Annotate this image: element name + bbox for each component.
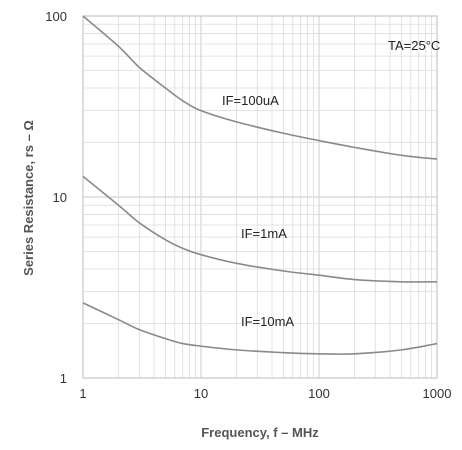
temperature-annotation: TA=25°C (388, 38, 440, 53)
series-label-if-1ma: IF=1mA (241, 226, 287, 241)
x-axis-title: Frequency, f – MHz (201, 425, 319, 440)
series-group (83, 16, 437, 354)
x-tick-label: 10 (194, 386, 208, 401)
series-line-if-100ua (83, 16, 437, 159)
x-tick-label: 1000 (423, 386, 452, 401)
y-tick-label: 10 (53, 190, 67, 205)
y-tick-label: 1 (60, 371, 67, 386)
x-tick-label: 1 (79, 386, 86, 401)
series-label-if-100ua: IF=100uA (222, 93, 279, 108)
series-label-if-10ma: IF=10mA (241, 314, 294, 329)
y-axis-title: Series Resistance, rs – Ω (21, 120, 36, 276)
x-tick-label: 100 (308, 386, 330, 401)
y-tick-label: 100 (45, 9, 67, 24)
